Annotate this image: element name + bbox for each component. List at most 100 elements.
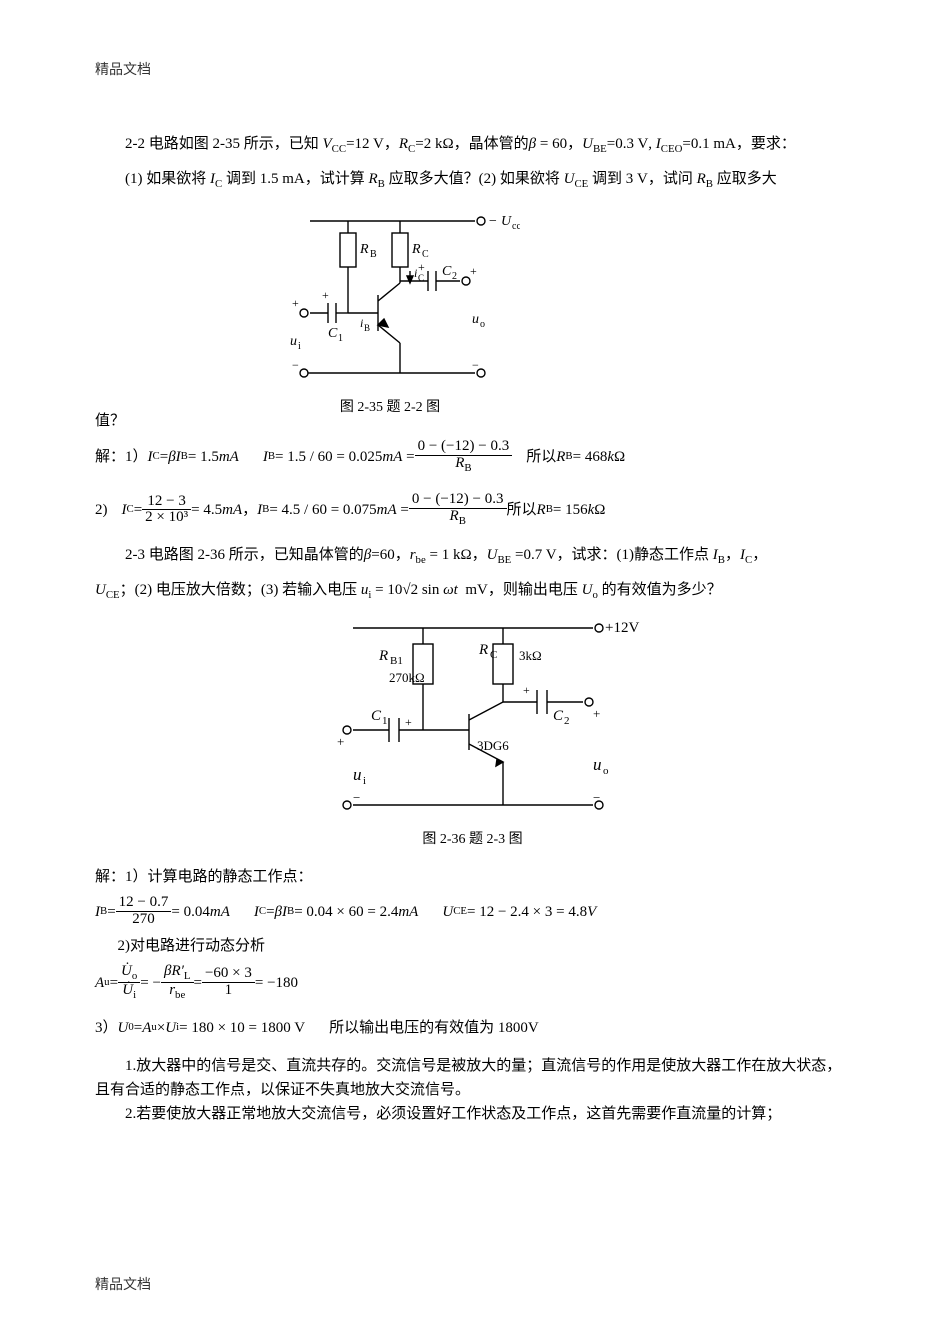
circuit-2-35: − Ucc RB RC iC C2 + + + C1 iB ui uo − − … — [260, 203, 520, 393]
eq: = — [194, 971, 202, 995]
tail: ，要求： — [736, 136, 796, 152]
svg-text:B1: B1 — [390, 655, 403, 667]
sub: BE — [497, 554, 511, 566]
svg-text:−: − — [593, 790, 600, 805]
eq: = 1.5mA — [188, 445, 239, 469]
label: 2) — [95, 498, 108, 522]
svg-text:1: 1 — [382, 715, 388, 727]
svg-text:i: i — [414, 266, 417, 280]
val: = 0.04mA — [171, 900, 229, 924]
svg-text:o: o — [603, 765, 609, 777]
eq: = 4.5 / 60 = 0.075mA = — [269, 498, 409, 522]
ube-val: 0.3 V — [615, 136, 648, 152]
q3: ，则输出电压 — [488, 582, 582, 598]
eq: = 12 − 2.4 × 3 = 4.8V — [467, 900, 596, 924]
eq: = — [266, 900, 274, 924]
svg-text:3DG6: 3DG6 — [477, 738, 509, 753]
svg-text:+: + — [470, 264, 477, 278]
rb: R — [556, 445, 565, 469]
eq: = — [160, 445, 168, 469]
svg-text:cc: cc — [512, 221, 520, 232]
result-prefix: 所以 — [526, 445, 556, 469]
num: 12 − 3 — [142, 494, 191, 511]
svg-text:C: C — [553, 708, 564, 724]
iceo-val: 0.1 mA — [691, 136, 736, 152]
num: U̇o — [118, 964, 140, 983]
fraction1: U̇o U̇i — [118, 964, 140, 1002]
rb-sub2: B — [706, 178, 713, 190]
svg-text:270kΩ: 270kΩ — [389, 670, 425, 685]
svg-text:−: − — [472, 358, 479, 372]
fraction: 0 − (−12) − 0.3 RB — [409, 492, 507, 527]
sub: CE — [453, 903, 467, 920]
sub: C — [259, 903, 266, 920]
solution-23-part2-heading: 2)对电路进行动态分析 — [95, 934, 850, 958]
figure-2-35-caption: 图 2-35 题 2-2 图 — [260, 397, 520, 419]
problem-2-3: 2-3 电路图 2-36 所示，已知晶体管的β=60，rbe = 1 kΩ，UB… — [95, 543, 850, 1125]
svg-text:+: + — [337, 734, 344, 749]
ube-sym: U — [582, 136, 593, 152]
sep: ， — [384, 136, 399, 152]
num: 0 − (−12) − 0.3 — [409, 492, 507, 509]
svg-text:i: i — [298, 341, 301, 352]
val: = 4.5mA — [191, 498, 242, 522]
num: 0 − (−12) − 0.3 — [415, 439, 513, 456]
q1-prefix: (1) 如果欲将 — [125, 171, 210, 187]
ube-sub: BE — [593, 143, 607, 155]
circuit-2-36: +12V RB1 270kΩ RC 3kΩ C1 + + C2 3DG6 + +… — [293, 610, 653, 825]
fraction: 12 − 3 2 × 10³ — [142, 494, 191, 527]
sep: , — [648, 136, 656, 152]
sep: ， — [567, 136, 582, 152]
svg-text:B: B — [364, 323, 370, 333]
svg-text:C: C — [328, 326, 338, 341]
svg-text:i: i — [360, 316, 363, 330]
text: 所以输出电压的有效值为 1800V — [329, 1016, 539, 1040]
num: −60 × 3 — [202, 966, 255, 983]
svg-text:2: 2 — [452, 271, 457, 282]
label: 3） — [95, 1016, 118, 1040]
eq: = 10√2 sin ωt mV — [371, 582, 487, 598]
svg-text:R: R — [359, 242, 369, 257]
note-2: 2.若要使放大器正常地放大交流信号，必须设置好工作状态及工作点，这首先需要作直流… — [95, 1102, 850, 1126]
val: = 468kΩ — [573, 445, 626, 469]
den: RB — [415, 456, 513, 474]
svg-text:i: i — [363, 775, 366, 787]
figure-2-35: − Ucc RB RC iC C2 + + + C1 iB ui uo − − … — [260, 197, 520, 433]
svg-text:R: R — [411, 242, 421, 257]
solution-23-part3: 3） U0 = Au × Ui = 180 × 10 = 1800 V 所以输出… — [95, 1016, 850, 1040]
u0: U — [118, 1016, 129, 1040]
rc-value: 2 kΩ — [424, 136, 454, 152]
svg-text:− U: − U — [488, 214, 512, 229]
svg-text:B: B — [370, 249, 377, 260]
svg-text:+: + — [292, 296, 299, 310]
svg-text:C: C — [490, 649, 497, 661]
eq: = 180 × 10 = 1800 V — [179, 1016, 305, 1040]
den: 2 × 10³ — [142, 510, 191, 526]
sep: ， — [242, 498, 257, 522]
q2: ；(2) 电压放大倍数；(3) 若输入电压 — [120, 582, 361, 598]
sub: B — [565, 448, 572, 465]
solution-22-part2: 2) IC = 12 − 3 2 × 10³ = 4.5mA ， IB = 4.… — [95, 492, 850, 527]
sub: B — [287, 903, 294, 920]
eq: = — [134, 498, 142, 522]
bib: βI — [275, 900, 287, 924]
solution-22-part1: 解：1） IC = βIB = 1.5mA IB = 1.5 / 60 = 0.… — [95, 439, 850, 474]
q-trailing-text: 值？ — [95, 413, 125, 429]
q1-mid: 调到 1.5 mA，试计算 — [222, 171, 368, 187]
rc-sym: R — [399, 136, 408, 152]
eq: = 1.5 / 60 = 0.025mA = — [275, 445, 415, 469]
den: rbe — [161, 983, 194, 1001]
fraction: 0 − (−12) − 0.3 RB — [415, 439, 513, 474]
svg-text:+: + — [523, 683, 530, 697]
q-trailing: 值？ — [95, 409, 260, 433]
num: βR′L — [161, 964, 194, 983]
svg-text:u: u — [353, 765, 362, 784]
eq: = − — [140, 971, 161, 995]
svg-text:u: u — [472, 312, 479, 327]
den: 1 — [202, 983, 255, 999]
svg-text:u: u — [290, 334, 297, 349]
x: × — [157, 1016, 165, 1040]
figure-2-35-row: 值？ — [95, 197, 850, 433]
svg-text:C: C — [418, 273, 424, 283]
eq: =0.7 V — [511, 547, 556, 563]
